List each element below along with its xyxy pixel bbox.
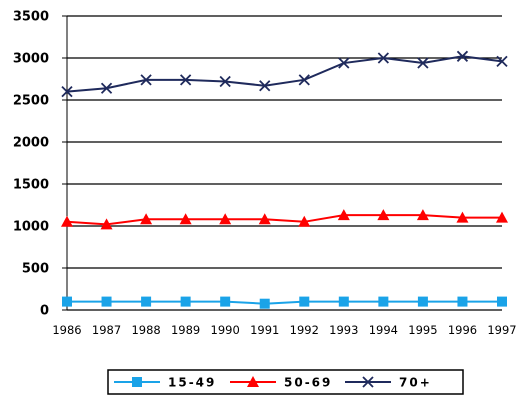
x-axis: 1986 1987 1988 1989 1990 1991 1992 1993 1994 1995… xyxy=(52,309,517,337)
data-point xyxy=(100,218,113,230)
data-point xyxy=(220,296,231,307)
data-point xyxy=(61,215,73,227)
data-point xyxy=(377,52,390,64)
legend-marker xyxy=(132,377,142,387)
x-tick-label: 1987 xyxy=(92,323,121,337)
data-point xyxy=(100,82,113,94)
series-line xyxy=(66,214,502,226)
legend-item: 15-49 xyxy=(114,376,216,390)
data-point xyxy=(497,296,507,307)
data-point xyxy=(416,209,429,221)
data-point xyxy=(259,298,270,309)
y-tick-label: 1500 xyxy=(13,178,49,193)
y-tick-label: 3500 xyxy=(13,10,49,25)
legend: 15-49 50-69 70+ xyxy=(107,369,464,395)
legend-marker xyxy=(362,376,374,388)
data-point xyxy=(140,74,152,86)
data-point xyxy=(298,215,311,227)
series-line xyxy=(67,300,502,305)
legend-marker xyxy=(247,376,259,387)
data-point xyxy=(338,57,350,69)
data-point xyxy=(259,80,271,92)
data-point xyxy=(496,211,508,223)
gridlines xyxy=(67,15,502,269)
x-tick-label: 1997 xyxy=(487,323,516,337)
x-tick-label: 1989 xyxy=(171,323,200,337)
x-tick-label: 1991 xyxy=(250,323,279,337)
series-50-69 xyxy=(61,209,508,230)
legend-label: 50-69 xyxy=(284,376,332,390)
data-point xyxy=(417,296,428,307)
y-tick-label: 1000 xyxy=(13,220,49,235)
data-point xyxy=(141,296,152,307)
legend-label: 70+ xyxy=(399,376,432,390)
data-point xyxy=(299,296,310,307)
data-point xyxy=(378,296,389,307)
data-point xyxy=(179,213,192,225)
data-point xyxy=(298,74,310,86)
data-point xyxy=(140,213,153,225)
data-point xyxy=(219,75,231,88)
x-tick-label: 1986 xyxy=(52,323,81,337)
x-tick-label: 1993 xyxy=(329,323,358,337)
data-point xyxy=(337,209,350,221)
y-tick-label: 0 xyxy=(40,304,49,319)
data-point xyxy=(62,296,72,307)
data-point xyxy=(61,85,73,98)
data-point xyxy=(417,57,429,69)
series-70+ xyxy=(61,50,508,98)
data-point xyxy=(457,296,468,307)
data-point xyxy=(377,209,390,221)
data-point xyxy=(496,55,508,67)
y-tick-label: 2500 xyxy=(13,94,49,109)
x-tick-label: 1990 xyxy=(211,323,240,337)
y-tick-label: 2000 xyxy=(13,136,49,151)
data-point xyxy=(219,213,232,225)
x-tick-label: 1992 xyxy=(290,323,319,337)
data-point xyxy=(456,211,469,223)
series-15-49 xyxy=(62,296,507,309)
legend-item: 50-69 xyxy=(230,376,332,390)
y-tick-label: 500 xyxy=(22,262,49,277)
legend-item: 70+ xyxy=(345,376,432,390)
legend-label: 15-49 xyxy=(168,376,216,390)
data-point xyxy=(180,296,191,307)
y-tick-label: 3000 xyxy=(13,52,49,67)
series-line xyxy=(66,55,503,93)
data-point xyxy=(258,213,271,225)
data-point xyxy=(456,50,469,62)
x-tick-label: 1988 xyxy=(131,323,160,337)
series-group xyxy=(61,50,508,309)
data-point xyxy=(101,296,112,307)
data-point xyxy=(338,296,349,307)
x-tick-label: 1995 xyxy=(408,323,437,337)
y-axis: 0 500 1000 1500 2000 2500 3000 3500 xyxy=(13,10,68,319)
x-tick-label: 1994 xyxy=(369,323,398,337)
data-point xyxy=(179,74,192,86)
x-tick-label: 1996 xyxy=(448,323,477,337)
legend-box xyxy=(107,369,464,395)
